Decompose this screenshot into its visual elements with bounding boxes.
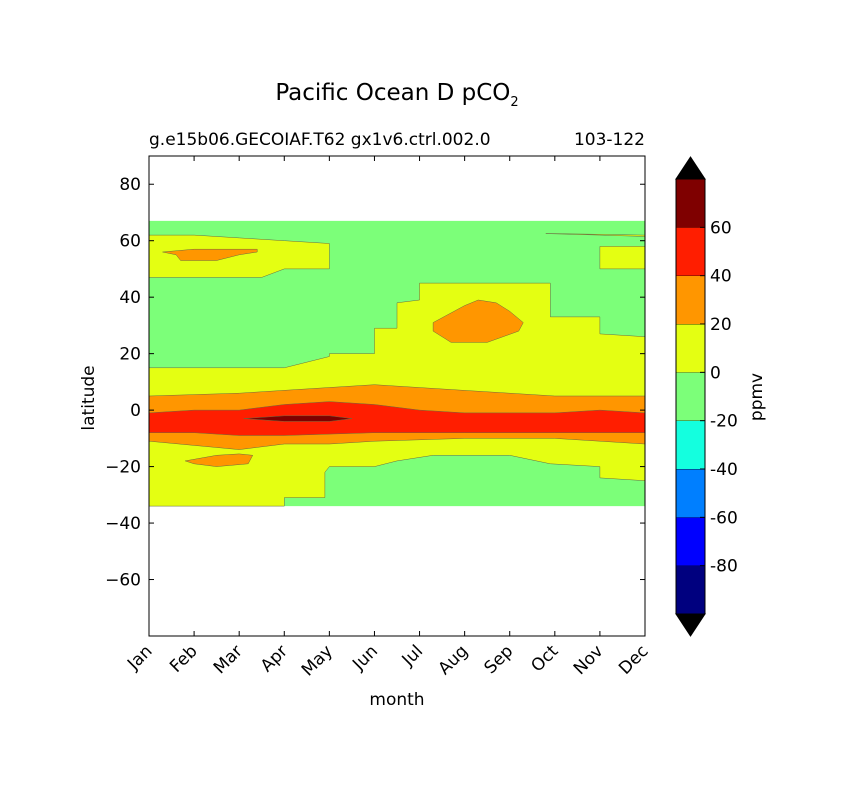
- x-tick-label: Jan: [123, 641, 156, 674]
- colorbar-tick-label: -20: [710, 412, 738, 432]
- contour-region-0-to-20: [148, 234, 330, 278]
- colorbar-extend-bottom: [675, 613, 706, 637]
- chart-subtitle-left: g.e15b06.GECOIAF.T62 gx1v6.ctrl.002.0: [149, 130, 491, 150]
- x-axis-label: month: [369, 690, 424, 710]
- contour-region-0-to-20: [599, 246, 646, 270]
- colorbar-band: [676, 227, 705, 276]
- colorbar-band: [676, 275, 705, 324]
- plot-area: [148, 220, 646, 507]
- colorbar-band: [676, 372, 705, 421]
- y-axis-label: latitude: [79, 365, 99, 430]
- y-tick-label: 80: [119, 175, 141, 195]
- colorbar-band: [676, 420, 705, 469]
- colorbar-tick-label: 60: [710, 218, 732, 238]
- y-tick-label: −60: [105, 571, 141, 591]
- x-tick-label: Apr: [257, 641, 292, 676]
- chart-title-subscript: 2: [510, 95, 518, 110]
- colorbar-band: [676, 517, 705, 566]
- colorbar-frame: [675, 178, 706, 615]
- colorbar-tick-label: -40: [710, 460, 738, 480]
- colorbar-band: [676, 324, 705, 373]
- y-tick-label: 60: [119, 232, 141, 252]
- x-tick-label: Mar: [210, 641, 247, 678]
- y-tick-label: 20: [119, 345, 141, 365]
- x-tick-label: Oct: [527, 641, 562, 676]
- plot-frame: [148, 155, 646, 637]
- x-tick-label: Feb: [166, 641, 201, 676]
- contour-region-20-to-40: [162, 248, 258, 261]
- colorbar-band: [676, 179, 705, 228]
- chart-title: Pacific Ocean D pCO2: [275, 80, 518, 110]
- x-tick-label: Aug: [435, 641, 473, 679]
- y-tick-label: −40: [105, 514, 141, 534]
- colorbar-tick-label: -60: [710, 508, 738, 528]
- colorbar-tick-label: -80: [710, 557, 738, 577]
- colorbar-band: [676, 469, 705, 518]
- chart-subtitle-right: 103-122: [574, 130, 645, 150]
- colorbar-label: ppmv: [747, 373, 767, 421]
- colorbar-tick-label: 40: [710, 267, 732, 287]
- contour-region-60-to-80: [243, 415, 352, 422]
- y-tick-label: 0: [130, 401, 141, 421]
- y-tick-label: 40: [119, 288, 141, 308]
- x-tick-label: Jun: [348, 641, 382, 675]
- x-tick-label: Jul: [398, 641, 427, 670]
- contour-region-40-to-60: [148, 401, 646, 436]
- contour-region-20-to-40: [185, 453, 254, 467]
- y-axis: 80 60 40 20 0 −20 −40 −60: [105, 175, 645, 591]
- colorbar-extend-top: [675, 156, 706, 180]
- x-tick-label: Nov: [570, 641, 608, 679]
- x-tick-label: Dec: [615, 641, 652, 678]
- colorbar-band: [676, 565, 705, 614]
- colorbar: 60 40 20 0 -20 -40 -60 -80: [675, 156, 738, 637]
- y-tick-label: −20: [105, 458, 141, 478]
- colorbar-tick-label: 0: [710, 363, 721, 383]
- x-tick-label: May: [298, 641, 337, 680]
- colorbar-tick-label: 20: [710, 315, 732, 335]
- contour-region-20-to-40: [432, 299, 524, 343]
- x-tick-label: Sep: [480, 641, 517, 678]
